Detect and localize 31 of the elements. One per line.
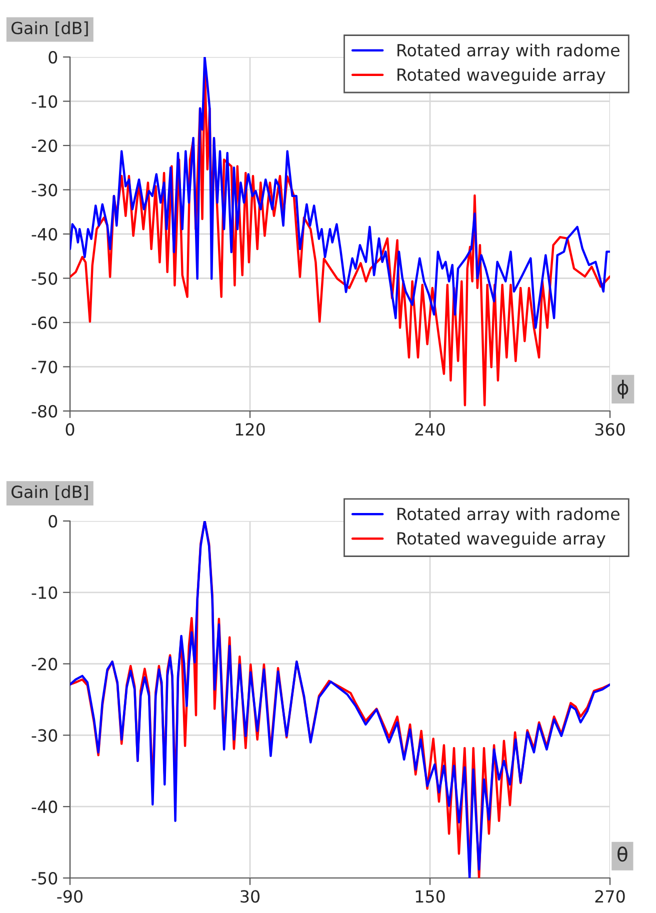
- y-tick-label: -20: [32, 139, 58, 152]
- x-tick-label: 0: [66, 423, 74, 436]
- y-tick-label: -20: [32, 658, 58, 670]
- y-axis-title: Gain [dB]: [12, 485, 88, 500]
- x-tick-label: -90: [57, 890, 83, 903]
- y-tick-label: -40: [32, 228, 58, 241]
- legend-label: Rotated array with radome: [398, 44, 620, 60]
- y-tick-label: -70: [32, 360, 58, 374]
- legend-label: Rotated array with radome: [398, 507, 620, 524]
- legend-label: Rotated waveguide array: [398, 532, 606, 548]
- x-tick-label: 360: [595, 423, 625, 436]
- x-tick-label: 30: [240, 890, 260, 903]
- y-tick-label: -30: [32, 184, 58, 196]
- y-axis-title: Gain [dB]: [12, 21, 88, 36]
- x-tick-label: 150: [416, 890, 445, 903]
- y-tick-label: 0: [48, 50, 58, 64]
- y-tick-label: -30: [32, 729, 58, 742]
- y-tick-label: -10: [32, 586, 58, 599]
- x-tick-label: 120: [236, 423, 265, 436]
- x-axis-title: ϕ: [618, 380, 628, 399]
- y-tick-label: -10: [32, 95, 58, 108]
- legend-label: Rotated waveguide array: [398, 68, 606, 84]
- y-tick-label: -50: [32, 872, 58, 885]
- x-tick-label: 270: [595, 890, 625, 903]
- y-tick-label: -80: [32, 404, 58, 418]
- y-tick-label: -50: [32, 272, 58, 285]
- x-axis-title: θ: [618, 846, 628, 862]
- y-tick-label: -40: [32, 800, 58, 814]
- x-tick-label: 240: [415, 423, 445, 436]
- y-tick-label: -60: [32, 316, 58, 330]
- y-tick-label: 0: [48, 514, 58, 528]
